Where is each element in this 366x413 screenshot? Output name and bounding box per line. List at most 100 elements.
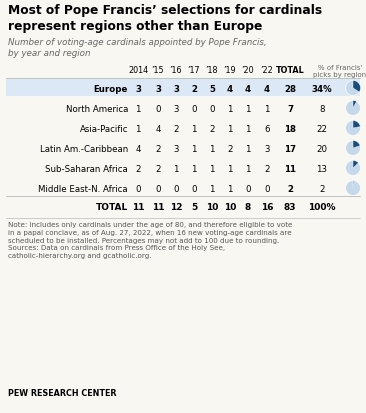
Wedge shape	[353, 141, 360, 149]
Text: 5: 5	[191, 202, 197, 211]
Text: 4: 4	[135, 144, 141, 153]
Circle shape	[346, 101, 361, 116]
Text: ’16: ’16	[170, 66, 182, 75]
Text: PEW RESEARCH CENTER: PEW RESEARCH CENTER	[8, 388, 116, 397]
Text: ’19: ’19	[224, 66, 236, 75]
Text: 0: 0	[155, 104, 161, 113]
Text: 2: 2	[319, 184, 325, 193]
Text: Europe: Europe	[94, 84, 128, 93]
Bar	[6, 79, 360, 97]
Wedge shape	[353, 101, 356, 109]
Text: 1: 1	[227, 104, 233, 113]
Text: % of Francis’
picks by region: % of Francis’ picks by region	[313, 65, 366, 78]
Text: Number of voting-age cardinals appointed by Pope Francis,
by year and region: Number of voting-age cardinals appointed…	[8, 38, 266, 58]
Text: 2014: 2014	[128, 66, 148, 75]
Text: 16: 16	[261, 202, 273, 211]
Text: 0: 0	[135, 184, 141, 193]
Text: 11: 11	[132, 202, 144, 211]
Text: 2: 2	[264, 164, 270, 173]
Text: ’18: ’18	[206, 66, 218, 75]
Text: 11: 11	[284, 164, 296, 173]
Text: 1: 1	[135, 104, 141, 113]
Text: 3: 3	[173, 104, 179, 113]
Text: 2: 2	[155, 164, 161, 173]
Text: 1: 1	[245, 104, 251, 113]
Text: TOTAL: TOTAL	[276, 66, 305, 75]
Text: 3: 3	[173, 144, 179, 153]
Wedge shape	[353, 181, 354, 189]
Text: 1: 1	[135, 124, 141, 133]
Text: 100%: 100%	[308, 202, 336, 211]
Text: 10: 10	[224, 202, 236, 211]
Text: 0: 0	[155, 184, 161, 193]
Text: 1: 1	[191, 164, 197, 173]
Text: 22: 22	[317, 124, 328, 133]
Text: 1: 1	[209, 184, 215, 193]
Text: 10: 10	[206, 202, 218, 211]
Text: 1: 1	[245, 144, 251, 153]
Text: Latin Am.-Caribbean: Latin Am.-Caribbean	[40, 144, 128, 153]
Text: 34%: 34%	[312, 84, 332, 93]
Text: 11: 11	[152, 202, 164, 211]
Text: TOTAL: TOTAL	[96, 202, 128, 211]
Text: 4: 4	[264, 84, 270, 93]
Text: 3: 3	[264, 144, 270, 153]
Wedge shape	[353, 81, 361, 93]
Text: 1: 1	[173, 164, 179, 173]
Text: 4: 4	[155, 124, 161, 133]
Text: 2: 2	[155, 144, 161, 153]
Text: Note: Includes only cardinals under the age of 80, and therefore eligible to vot: Note: Includes only cardinals under the …	[8, 221, 292, 259]
Text: 13: 13	[317, 164, 328, 173]
Text: 8: 8	[319, 104, 325, 113]
Text: 3: 3	[135, 84, 141, 93]
Text: 18: 18	[284, 124, 296, 133]
Text: 7: 7	[287, 104, 293, 113]
Wedge shape	[353, 161, 358, 169]
Circle shape	[346, 181, 361, 196]
Text: 0: 0	[209, 104, 215, 113]
Text: ’17: ’17	[188, 66, 200, 75]
Text: 0: 0	[173, 184, 179, 193]
Wedge shape	[353, 121, 361, 129]
Circle shape	[346, 141, 361, 156]
Text: 1: 1	[264, 104, 270, 113]
Text: Middle East-N. Africa: Middle East-N. Africa	[38, 184, 128, 193]
Text: 4: 4	[227, 84, 233, 93]
Text: 2: 2	[135, 164, 141, 173]
Text: 2: 2	[227, 144, 233, 153]
Text: 1: 1	[191, 124, 197, 133]
Text: 3: 3	[173, 84, 179, 93]
Text: 83: 83	[284, 202, 296, 211]
Text: 1: 1	[227, 124, 233, 133]
Text: 1: 1	[209, 164, 215, 173]
Text: 1: 1	[209, 144, 215, 153]
Circle shape	[346, 121, 361, 136]
Text: ’22: ’22	[261, 66, 273, 75]
Text: 2: 2	[173, 124, 179, 133]
Text: 1: 1	[227, 184, 233, 193]
Circle shape	[346, 161, 361, 176]
Text: 2: 2	[191, 84, 197, 93]
Text: 0: 0	[191, 104, 197, 113]
Circle shape	[346, 81, 361, 96]
Text: 0: 0	[245, 184, 251, 193]
Text: 1: 1	[245, 164, 251, 173]
Text: 1: 1	[227, 164, 233, 173]
Text: 6: 6	[264, 124, 270, 133]
Text: 0: 0	[191, 184, 197, 193]
Text: 1: 1	[245, 124, 251, 133]
Text: 28: 28	[284, 84, 296, 93]
Text: ’20: ’20	[242, 66, 254, 75]
Text: North America: North America	[66, 104, 128, 113]
Text: 5: 5	[209, 84, 215, 93]
Text: Sub-Saharan Africa: Sub-Saharan Africa	[45, 164, 128, 173]
Text: Asia-Pacific: Asia-Pacific	[79, 124, 128, 133]
Text: 3: 3	[155, 84, 161, 93]
Text: 12: 12	[170, 202, 182, 211]
Text: 20: 20	[317, 144, 328, 153]
Text: 8: 8	[245, 202, 251, 211]
Text: 0: 0	[264, 184, 270, 193]
Text: Most of Pope Francis’ selections for cardinals
represent regions other than Euro: Most of Pope Francis’ selections for car…	[8, 4, 322, 33]
Text: ’15: ’15	[152, 66, 164, 75]
Text: 1: 1	[191, 144, 197, 153]
